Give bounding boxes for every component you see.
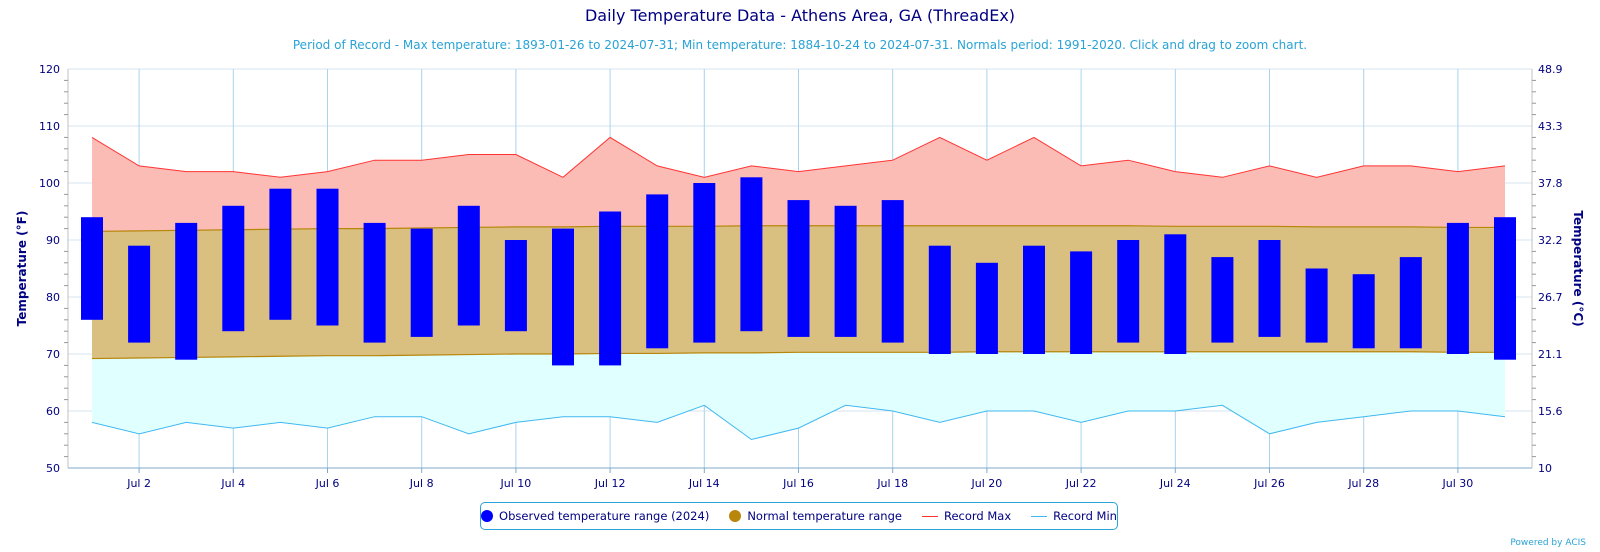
x-tick-label: Jul 26 <box>1253 477 1285 490</box>
y-tick-label-right: 48.9 <box>1538 63 1563 76</box>
observed-bar <box>269 188 292 320</box>
record-max-area <box>92 137 1505 232</box>
x-tick-label: Jul 12 <box>594 477 626 490</box>
y-tick-label-right: 37.8 <box>1538 177 1563 190</box>
observed-bar <box>787 200 810 337</box>
legend-observed-label: Observed temperature range (2024) <box>499 509 710 523</box>
x-tick-label: Jul 8 <box>409 477 434 490</box>
x-tick-label: Jul 18 <box>876 477 908 490</box>
observed-bar <box>928 245 951 354</box>
observed-bar <box>1117 240 1140 343</box>
observed-bars <box>81 177 1516 366</box>
plot-areas <box>91 137 1505 440</box>
y-tick-label-right: 26.7 <box>1538 291 1563 304</box>
y-tick-label-left: 100 <box>39 177 60 190</box>
legend-item-observed[interactable]: Observed temperature range (2024) <box>481 509 709 523</box>
y-tick-label-right: 10 <box>1538 462 1552 475</box>
y-tick-label-right: 32.2 <box>1538 234 1563 247</box>
x-tick-label: Jul 4 <box>220 477 245 490</box>
observed-bar <box>1211 257 1234 343</box>
y-tick-label-left: 70 <box>46 348 60 361</box>
observed-bar <box>834 205 857 337</box>
observed-bar <box>1446 222 1469 354</box>
axes: 50 60 70 80 90 100 110 120 10 15.6 21.1 26.7 32.2 37.… <box>15 63 1585 490</box>
observed-bar <box>222 205 245 332</box>
observed-bar <box>1494 217 1516 360</box>
legend: Observed temperature range (2024) Normal… <box>480 502 1118 530</box>
y-tick-label-left: 110 <box>39 120 60 133</box>
observed-bar <box>316 188 339 326</box>
y-tick-label-left: 60 <box>46 405 60 418</box>
observed-bar <box>552 228 574 366</box>
legend-normal-marker <box>729 510 742 522</box>
observed-bar <box>457 205 480 326</box>
observed-bar <box>410 228 433 337</box>
legend-item-record-min[interactable]: Record Min <box>1031 509 1117 523</box>
observed-bar <box>175 222 198 360</box>
observed-bar <box>975 262 998 354</box>
x-tick-label: Jul 20 <box>971 477 1003 490</box>
legend-record-max-label: Record Max <box>943 509 1012 523</box>
observed-bar <box>646 194 669 349</box>
y-tick-label-left: 50 <box>46 462 60 475</box>
y-tick-label-right: 43.3 <box>1538 120 1563 133</box>
observed-bar <box>128 245 151 343</box>
observed-bar <box>1399 257 1422 349</box>
x-tick-label: Jul 24 <box>1159 477 1191 490</box>
legend-observed-marker <box>481 510 494 522</box>
x-tick-label: Jul 16 <box>782 477 814 490</box>
observed-bar <box>599 211 622 366</box>
x-tick-label: Jul 6 <box>315 477 340 490</box>
x-tick-label: Jul 2 <box>126 477 151 490</box>
x-tick-label: Jul 14 <box>688 477 720 490</box>
y-tick-label-left: 120 <box>39 63 60 76</box>
y-tick-label-right: 15.6 <box>1538 405 1563 418</box>
record-lines <box>91 136 1506 441</box>
x-tick-label: Jul 30 <box>1442 477 1474 490</box>
legend-item-record-max[interactable]: Record Max <box>921 509 1012 523</box>
observed-bar <box>1070 251 1093 354</box>
legend-record-min-marker <box>1031 515 1048 517</box>
legend-normal-label: Normal temperature range <box>747 509 902 523</box>
chart-title: Daily Temperature Data - Athens Area, GA… <box>584 6 1016 25</box>
observed-bar <box>693 183 716 343</box>
x-tick-label: Jul 22 <box>1065 477 1097 490</box>
x-tick-label: Jul 10 <box>500 477 532 490</box>
y-axis-title-left: Temperature (°F) <box>15 211 29 327</box>
legend-record-max-marker <box>921 515 938 517</box>
observed-bar <box>1352 274 1375 349</box>
observed-bar <box>1258 240 1281 337</box>
observed-bar <box>1164 234 1187 354</box>
observed-bar <box>881 200 904 343</box>
observed-bar <box>504 240 527 332</box>
y-tick-label-right: 21.1 <box>1538 348 1563 361</box>
credit-link[interactable]: Powered by ACIS <box>1510 538 1586 548</box>
y-tick-label-left: 90 <box>46 234 60 247</box>
x-tick-label: Jul 28 <box>1347 477 1379 490</box>
record-max-line <box>91 136 1506 178</box>
chart-subtitle: Period of Record - Max temperature: 1893… <box>292 38 1308 52</box>
y-axis-title-right: Temperature (°C) <box>1571 210 1585 326</box>
observed-bar <box>363 222 386 343</box>
record-min-area <box>92 351 1505 440</box>
legend-item-normal[interactable]: Normal temperature range <box>729 509 902 523</box>
observed-bar <box>1023 245 1045 354</box>
observed-bar <box>81 217 103 320</box>
y-tick-label-left: 80 <box>46 291 60 304</box>
observed-bar <box>740 177 763 332</box>
record-min-line <box>91 404 1506 441</box>
normal-low-line <box>91 351 1505 360</box>
observed-bar <box>1305 268 1328 343</box>
legend-record-min-label: Record Min <box>1053 509 1117 523</box>
